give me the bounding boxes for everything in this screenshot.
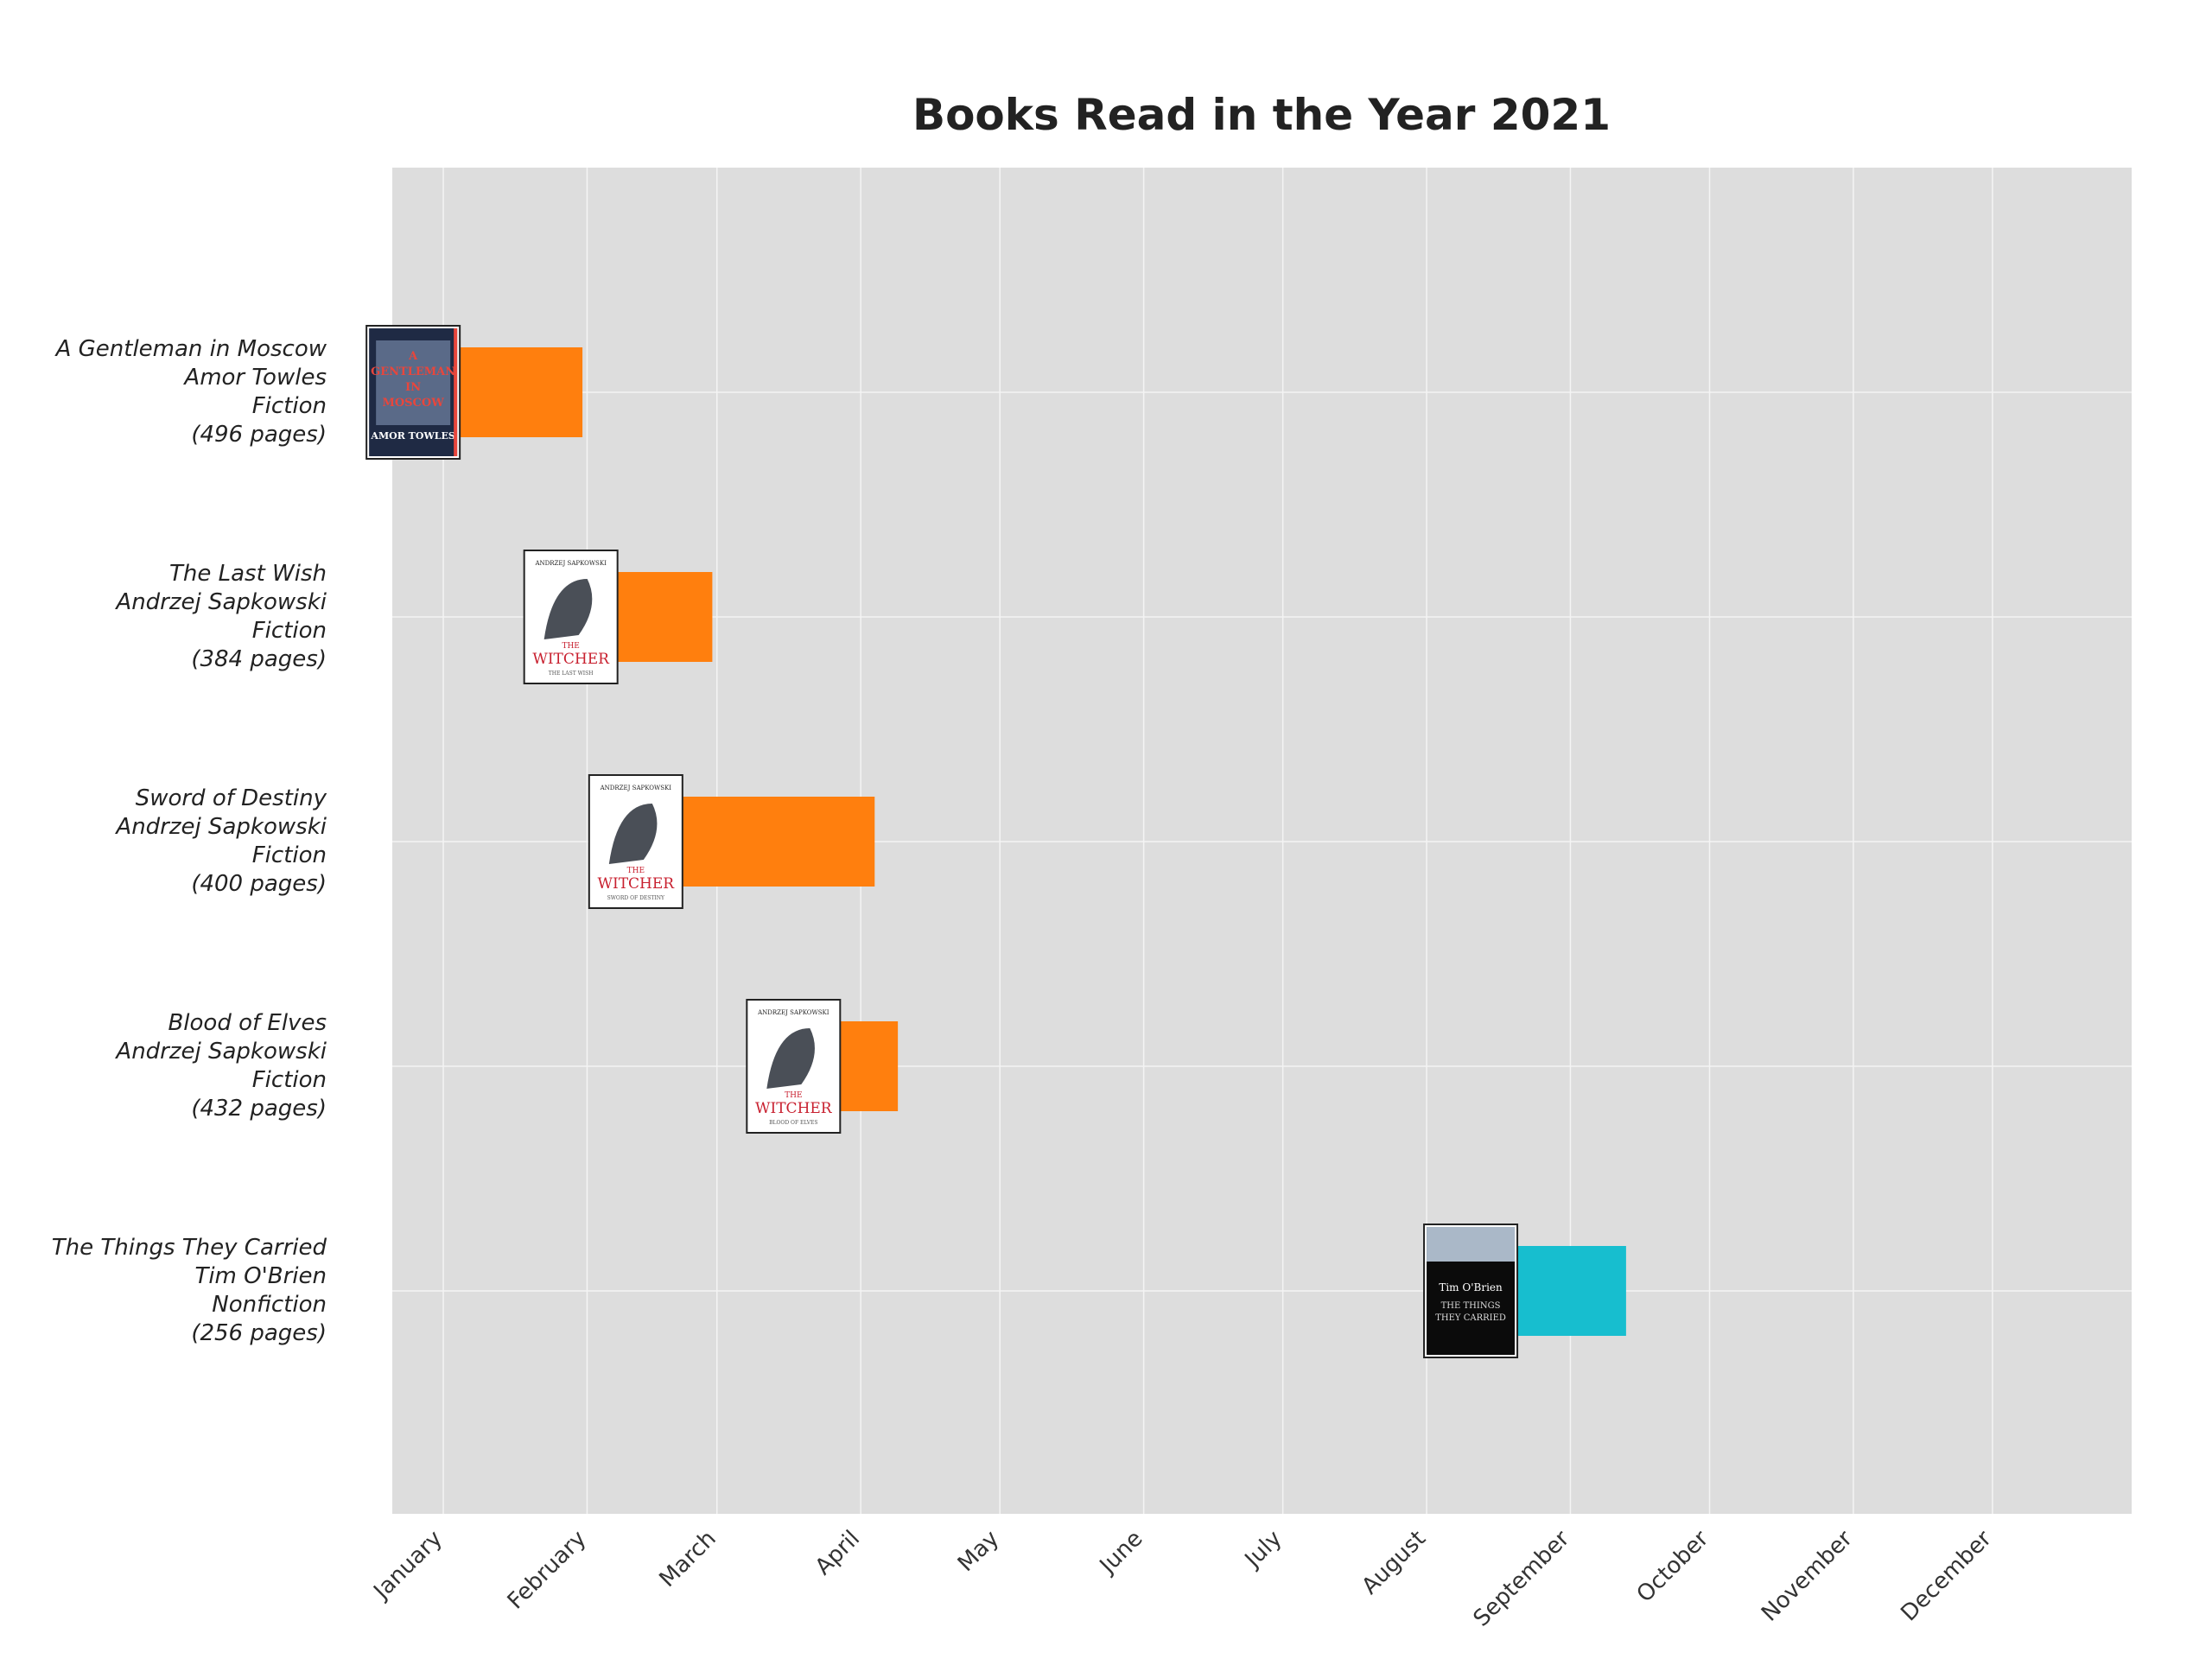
bar xyxy=(614,572,713,662)
y-label-author: Amor Towles xyxy=(182,365,327,391)
y-label-title: The Things They Carried xyxy=(52,1235,327,1261)
x-tick-label: October xyxy=(1632,1526,1714,1608)
cover-artwork xyxy=(608,804,658,864)
y-label-author: Andrzej Sapkowski xyxy=(114,1039,327,1065)
y-label-author: Andrzej Sapkowski xyxy=(114,589,327,615)
book-cover-image: Tim O'Brien THE THINGS THEY CARRIED xyxy=(1423,1224,1519,1358)
x-tick-label: January xyxy=(368,1526,448,1605)
cover-series-text: THE xyxy=(627,867,645,875)
x-tick-label: February xyxy=(503,1526,592,1615)
cover-series-text: THE xyxy=(562,642,579,651)
x-tick-label: June xyxy=(1094,1526,1148,1580)
cover-title-text: IN xyxy=(405,381,421,394)
cover-artwork xyxy=(766,1028,815,1089)
bars xyxy=(457,347,1626,1336)
bar xyxy=(457,347,583,437)
cover-title-text: GENTLEMAN xyxy=(371,365,455,378)
bar xyxy=(837,1021,899,1111)
grid-lines xyxy=(392,168,2132,1514)
cover-series-text: THE xyxy=(785,1091,802,1100)
y-label-title: The Last Wish xyxy=(169,561,327,587)
cover-title-text: WITCHER xyxy=(598,875,676,893)
x-tick-label: March xyxy=(654,1526,721,1592)
x-tick-label: November xyxy=(1757,1526,1858,1627)
y-label-genre: Fiction xyxy=(252,618,327,644)
x-tick-label: December xyxy=(1896,1526,1997,1627)
y-label-author: Tim O'Brien xyxy=(194,1263,327,1289)
cover-author-text: ANDRZEJ SAPKOWSKI xyxy=(600,785,672,791)
y-label-genre: Fiction xyxy=(252,393,327,419)
cover-artwork xyxy=(543,579,593,639)
y-label-pages-label: (400 pages) xyxy=(191,871,327,897)
cover-title-text: WITCHER xyxy=(755,1100,833,1117)
x-axis-labels: January February March April May June July Augu… xyxy=(368,1526,1997,1632)
cover-subtitle-text: SWORD OF DESTINY xyxy=(607,895,665,901)
y-label-pages-label: (432 pages) xyxy=(191,1096,327,1122)
y-label-title: Blood of Elves xyxy=(168,1010,327,1036)
book-covers: A GENTLEMAN IN MOSCOW AMOR TOWLES ANDRZEJ SAP… xyxy=(365,325,1519,1358)
y-label-author: Andrzej Sapkowski xyxy=(114,814,327,840)
y-label-genre: Fiction xyxy=(252,1067,327,1093)
y-label-genre: Fiction xyxy=(252,842,327,868)
cover-title-text: THE THINGS xyxy=(1441,1301,1501,1311)
cover-author-text: Tim O'Brien xyxy=(1439,1281,1503,1294)
cover-author-text: ANDRZEJ SAPKOWSKI xyxy=(534,560,607,567)
bar xyxy=(679,797,875,887)
cover-subtitle-text: THE LAST WISH xyxy=(549,671,594,677)
cover-author-text: AMOR TOWLES xyxy=(370,430,455,442)
cover-artwork xyxy=(376,340,451,425)
cover-title-text: WITCHER xyxy=(532,651,610,668)
cover-title-text: MOSCOW xyxy=(382,397,444,410)
cover-artwork xyxy=(1427,1227,1516,1262)
x-tick-label: April xyxy=(810,1526,865,1580)
cover-subtitle-text: BLOOD OF ELVES xyxy=(769,1120,817,1126)
y-label-genre: Nonfiction xyxy=(212,1292,327,1318)
chart-title: Books Read in the Year 2021 xyxy=(912,90,1611,140)
x-tick-label: July xyxy=(1239,1526,1287,1574)
cover-author-text: ANDRZEJ SAPKOWSKI xyxy=(757,1009,830,1016)
y-label-pages-label: (256 pages) xyxy=(191,1320,327,1346)
cover-title-text: THEY CARRIED xyxy=(1435,1313,1506,1323)
cover-spine xyxy=(454,328,458,456)
bar xyxy=(1515,1246,1626,1336)
y-label-pages-label: (496 pages) xyxy=(191,422,327,448)
book-cover-image: A GENTLEMAN IN MOSCOW AMOR TOWLES xyxy=(365,325,461,460)
y-label-pages-label: (384 pages) xyxy=(191,646,327,672)
x-tick-label: September xyxy=(1469,1526,1575,1632)
y-label-title: Sword of Destiny xyxy=(136,785,327,811)
x-tick-label: May xyxy=(953,1526,1004,1577)
cover-title-text: A xyxy=(408,350,418,363)
x-tick-label: August xyxy=(1357,1526,1431,1600)
y-label-title: A Gentleman in Moscow xyxy=(54,336,327,362)
